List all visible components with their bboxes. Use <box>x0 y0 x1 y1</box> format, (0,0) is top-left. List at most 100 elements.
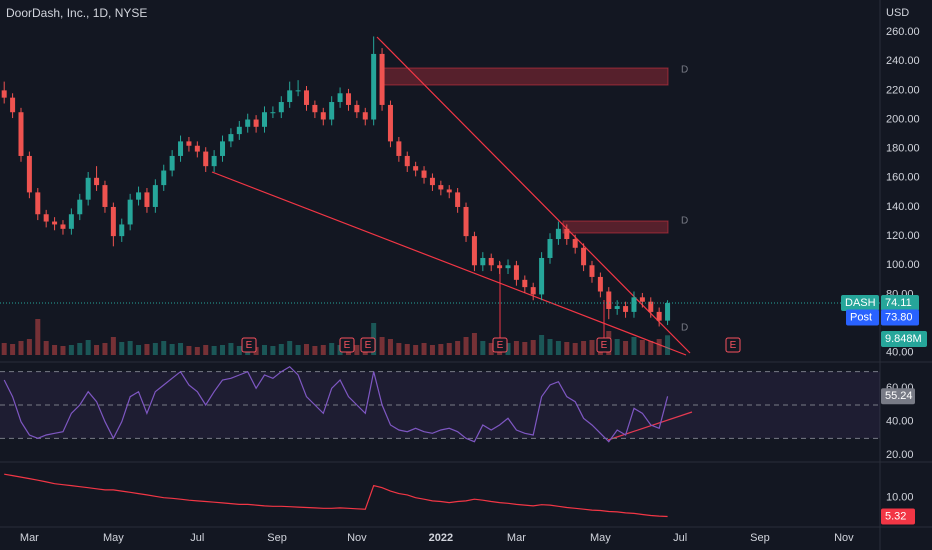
zone-label: D <box>681 65 688 76</box>
candle-body <box>337 93 343 103</box>
candle-body <box>379 53 385 105</box>
y-tick-label: 20.00 <box>886 449 914 461</box>
candle-body <box>60 224 66 229</box>
candle-body <box>245 119 251 127</box>
volume-bar <box>354 345 360 355</box>
candle-body <box>387 104 393 142</box>
volume-bar <box>522 342 528 355</box>
price-tag <box>846 309 879 326</box>
chart-title: DoorDash, Inc., 1D, NYSE <box>6 6 147 20</box>
candle-body <box>513 265 519 280</box>
x-tick-label: Mar <box>507 532 526 544</box>
candle-body <box>68 214 74 229</box>
volume-bar <box>539 335 545 355</box>
candle-body <box>639 297 645 302</box>
volume-bar <box>471 333 477 355</box>
candle-body <box>270 112 276 114</box>
candle-body <box>211 155 217 167</box>
candle-body <box>597 276 603 292</box>
volume-bar <box>68 345 74 355</box>
candle-body <box>35 192 41 215</box>
volume-bar <box>547 339 553 355</box>
candle-body <box>371 53 377 120</box>
candle-body <box>665 302 671 321</box>
indicator-line <box>3 365 669 443</box>
volume-bar <box>178 343 184 355</box>
y-tick-label: 40.00 <box>886 416 914 428</box>
volume-bar <box>589 340 595 355</box>
x-tick-label: Jul <box>190 532 204 544</box>
volume-bar <box>564 342 570 355</box>
candle-body <box>228 134 234 142</box>
volume-bar <box>555 341 561 355</box>
candle-body <box>522 279 528 288</box>
volume-bar <box>387 339 393 355</box>
volume-bar <box>60 346 66 355</box>
candle-body <box>262 112 268 127</box>
volume-bar <box>572 343 578 355</box>
candle-body <box>110 206 116 237</box>
volume-bar <box>85 340 91 355</box>
candle-body <box>169 155 175 171</box>
price-tag-label: 9.848M <box>885 333 922 345</box>
volume-bar <box>438 344 444 355</box>
y-tick-label: 260.00 <box>886 26 920 38</box>
volume-bar <box>77 343 83 355</box>
trend-line <box>607 411 693 441</box>
price-tag-label: 73.80 <box>885 311 913 323</box>
volume-bar <box>127 341 133 355</box>
y-tick-label: 140.00 <box>886 201 920 213</box>
volume-bar <box>152 343 158 355</box>
candle-body <box>94 177 100 186</box>
y-tick-label: 160.00 <box>886 172 920 184</box>
volume-bar <box>312 346 318 355</box>
candle-body <box>152 185 158 207</box>
candle-body <box>463 206 469 237</box>
trend-line <box>376 36 691 354</box>
volume-bar <box>203 345 209 355</box>
volume-bar <box>396 343 402 355</box>
event-label: E <box>344 340 351 351</box>
volume-bar <box>505 343 511 355</box>
x-tick-label: Nov <box>347 532 367 544</box>
volume-bar <box>320 345 326 355</box>
volume-bar <box>52 345 58 355</box>
y-tick-label: 40.00 <box>886 347 914 359</box>
volume-bar <box>581 341 587 355</box>
price-tag <box>881 388 915 405</box>
volume-bar <box>413 345 419 355</box>
price-tag-label: 74.11 <box>885 297 912 309</box>
candle-body <box>362 112 368 120</box>
candle-body <box>547 239 553 258</box>
candle-body <box>253 119 259 127</box>
price-tag-label: 5.32 <box>885 510 906 522</box>
price-tag-label: DASH <box>845 297 876 309</box>
volume-bar <box>161 341 167 355</box>
candle-body <box>119 224 125 237</box>
x-tick-label: May <box>103 532 124 544</box>
volume-bar <box>136 345 142 355</box>
volume-bar <box>463 337 469 355</box>
candle-body <box>530 287 536 295</box>
volume-bar <box>530 340 536 355</box>
candle-body <box>438 185 444 190</box>
candle-body <box>312 104 318 113</box>
price-tag-label: 55.24 <box>885 390 913 402</box>
volume-bar <box>421 343 427 355</box>
candle-body <box>102 185 108 207</box>
volume-bar <box>455 341 461 355</box>
volume-bar <box>144 344 150 355</box>
indicator-line <box>4 473 668 518</box>
candle-body <box>1 90 7 98</box>
y-tick-label: 120.00 <box>886 230 920 242</box>
y-tick-label: 200.00 <box>886 113 920 125</box>
volume-bar <box>665 335 671 355</box>
volume-bar <box>194 347 200 355</box>
volume-bar <box>404 344 410 355</box>
price-tag <box>881 508 915 525</box>
candle-body <box>144 192 150 207</box>
candle-body <box>539 257 545 295</box>
trend-line <box>211 171 687 356</box>
candle-body <box>10 97 16 113</box>
y-tick-label: 100.00 <box>886 259 920 271</box>
